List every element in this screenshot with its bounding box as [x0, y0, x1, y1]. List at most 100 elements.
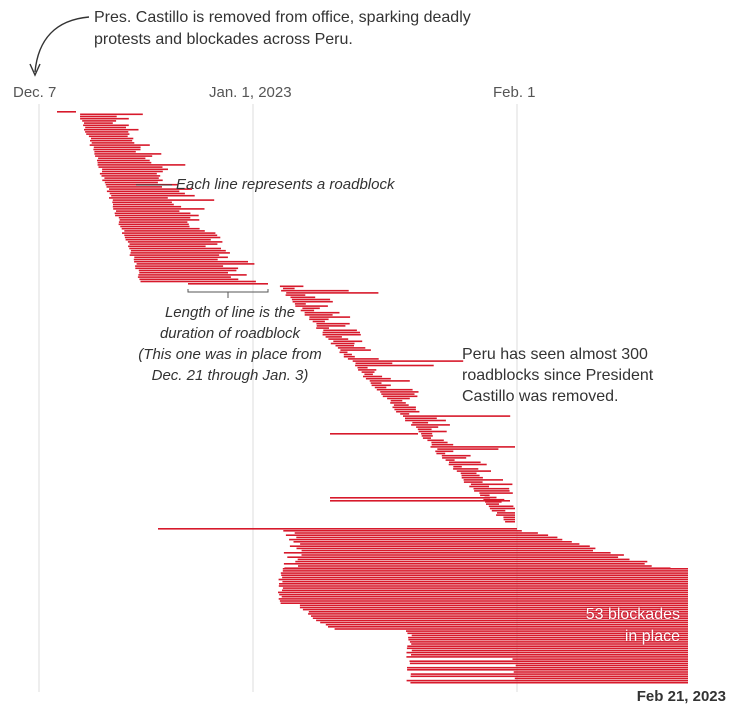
roadblock-bar [408, 636, 688, 639]
roadblock-bar [102, 179, 163, 182]
roadblock-bar [497, 512, 515, 514]
roadblock-bar [405, 419, 446, 422]
roadblock-bar [330, 497, 490, 499]
roadblock-bar [304, 311, 340, 314]
roadblock-bar [124, 234, 218, 237]
roadblock-bar [316, 322, 350, 325]
roadblock-bar [283, 530, 522, 532]
roadblock-bar [382, 395, 418, 398]
roadblock-bar [407, 645, 688, 647]
roadblock-bar [512, 658, 688, 660]
roadblock-bar [93, 146, 141, 149]
roadblock-bar [322, 333, 361, 336]
roadblock-bar [289, 545, 590, 547]
roadblock-bar [295, 305, 328, 307]
roadblock-bar [417, 428, 432, 431]
roadblock-bar [84, 128, 139, 131]
roadblock-bar [407, 669, 688, 671]
tick-label-jan1: Jan. 1, 2023 [209, 84, 292, 101]
roadblock-bar [298, 565, 652, 567]
roadblock-bar [97, 161, 152, 164]
roadblock-bar [294, 303, 306, 305]
roadblock-bar [363, 375, 383, 378]
roadblock-bar [128, 245, 206, 248]
roadblock-bar [435, 450, 454, 453]
roadblock-bar [95, 155, 153, 157]
roadblock-bar [409, 662, 688, 665]
roadblock-bar [407, 632, 688, 635]
roadblock-bar [112, 205, 182, 208]
roadblock-bar [130, 252, 230, 254]
roadblock-bar [408, 638, 688, 641]
roadblock-bar [483, 498, 505, 501]
roadblock-bar [279, 593, 688, 596]
roadblock-bar [278, 598, 688, 600]
roadblock-bar [102, 170, 163, 173]
roadblock-bar [407, 666, 688, 669]
roadblock-bar [330, 342, 355, 345]
roadblock-bar [136, 263, 255, 265]
roadblock-bar [361, 371, 375, 373]
roadblock-bar [515, 664, 688, 667]
roadblock-bar [282, 568, 688, 570]
roadblock-bar [290, 296, 316, 299]
length-annotation-line-3: (This one was in place from [138, 346, 322, 363]
roadblock-bar [135, 265, 224, 267]
roadblock-bar [278, 578, 688, 581]
roadblock-bar [89, 144, 150, 146]
roadblock-bar [486, 503, 499, 505]
roadblock-bar [381, 393, 415, 395]
arrow-head [29, 63, 41, 77]
roadblock-bar [109, 192, 185, 195]
roadblock-bar [102, 168, 168, 171]
roadblock-bar [299, 606, 688, 609]
roadblock-bar [85, 126, 126, 129]
roadblock-bar [127, 241, 223, 243]
roadblock-bar [514, 677, 688, 680]
roadblock-bar [480, 494, 490, 497]
roadblock-bar [118, 221, 188, 223]
roadblock-bar [302, 307, 320, 310]
length-annotation-line-4: Dec. 21 through Jan. 3) [151, 367, 309, 384]
roadblock-bar [355, 364, 434, 367]
roadblock-bar [461, 476, 483, 479]
roadblock-bar [431, 441, 448, 444]
roadblock-bar [280, 602, 688, 604]
roadblock-bar [139, 271, 228, 274]
roadblock-bar [406, 679, 688, 682]
roadblock-bar [441, 454, 471, 457]
tick-label-feb1: Feb. 1 [493, 84, 536, 101]
roadblock-bar [188, 283, 268, 285]
roadblock-bar [137, 276, 231, 278]
roadblock-bar [280, 572, 688, 574]
roadblock-bar [121, 227, 200, 230]
roadblock-bar [133, 258, 218, 261]
roadblock-bar [357, 366, 368, 369]
roadblock-bar [445, 459, 455, 461]
roadblock-bar [406, 651, 688, 654]
roadblock-bar [282, 576, 688, 579]
roadblock-bar [80, 117, 129, 120]
roadblock-bar [80, 113, 143, 116]
roadblock-bar [302, 608, 688, 611]
roadblock-bar [393, 404, 409, 406]
roadblock-bar [485, 501, 502, 503]
roadblock-bar [287, 556, 619, 558]
roadblock-bar [140, 280, 256, 283]
roadblock-bar [138, 269, 237, 272]
roadblock-bar [333, 340, 363, 343]
roadblock-bar [97, 159, 150, 162]
roadblock-bar [460, 472, 477, 475]
roadblock-bar [325, 623, 688, 626]
roadblock-bar [98, 157, 146, 160]
roadblock-bar [300, 309, 315, 312]
roadblock-bar [330, 500, 510, 502]
roadblock-bar [282, 587, 688, 589]
roadblock-bar [99, 172, 157, 175]
side-note: Peru has seen almost 300 roadblocks sinc… [462, 346, 654, 405]
roadblock-bar [134, 260, 248, 263]
roadblock-bar [122, 232, 216, 234]
roadblock-bar [394, 408, 416, 411]
roadblock-bar [409, 641, 688, 643]
